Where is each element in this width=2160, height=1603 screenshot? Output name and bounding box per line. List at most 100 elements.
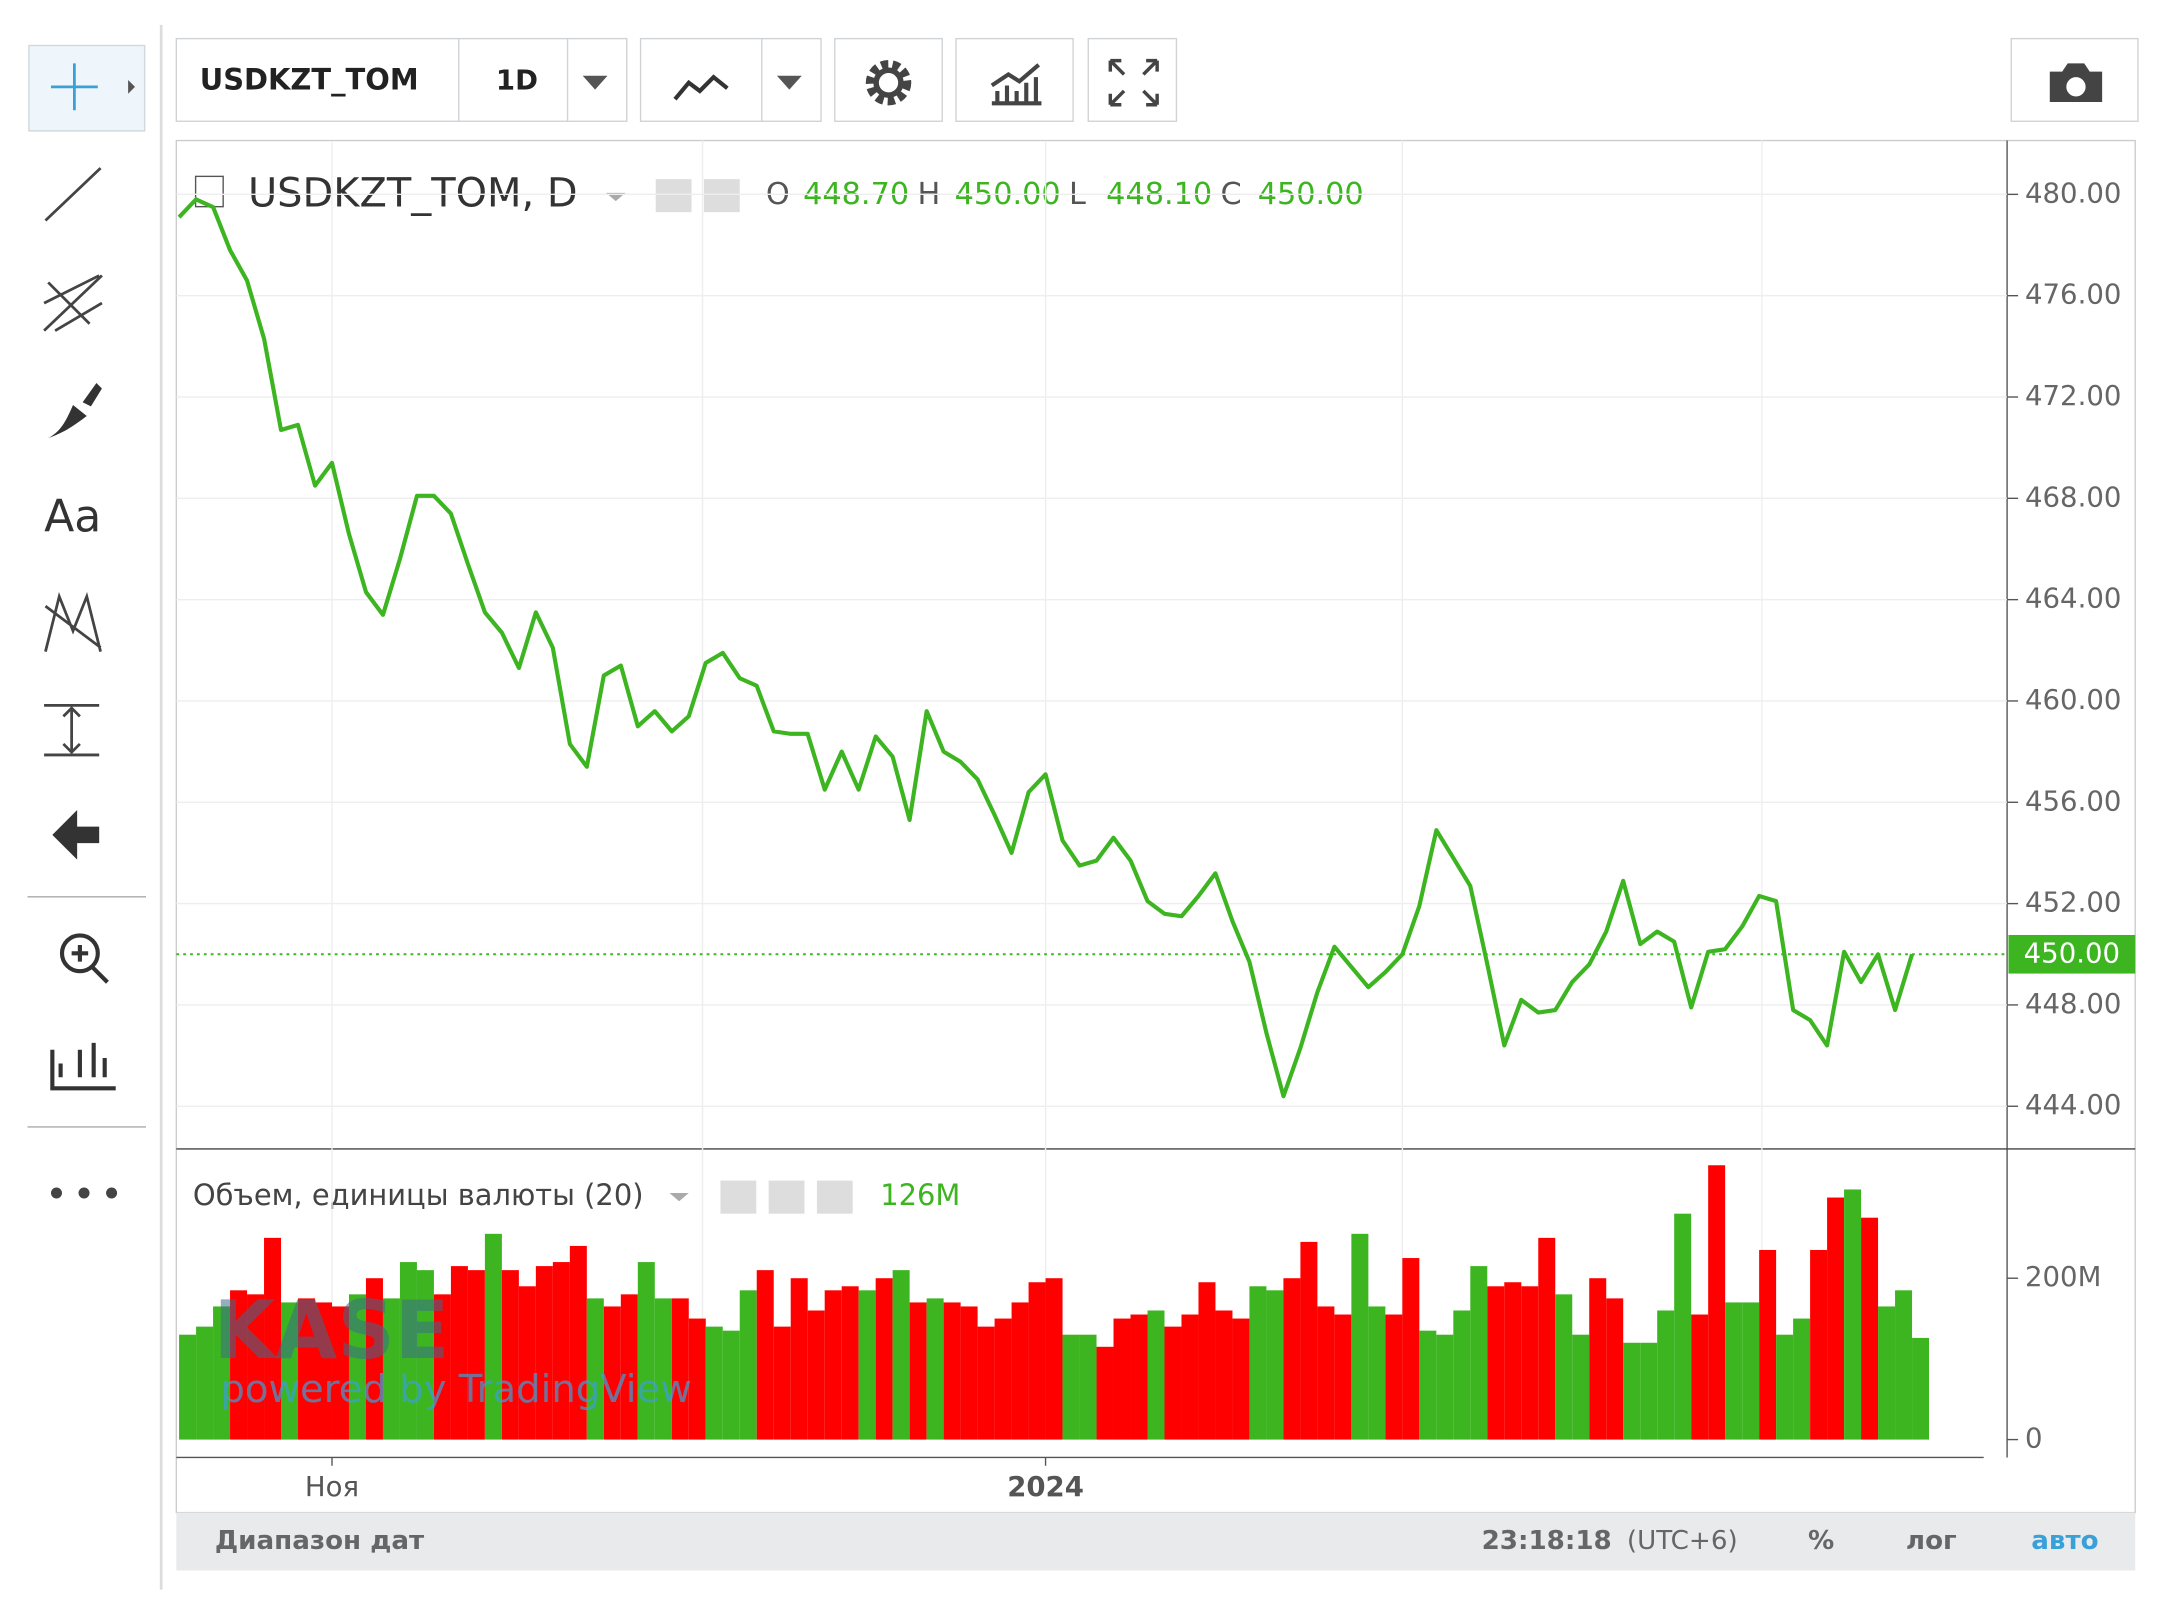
- text-tool[interactable]: Aa: [44, 491, 101, 542]
- settings-small-button[interactable]: [703, 179, 740, 213]
- volume-bar: [739, 1290, 757, 1440]
- volume-bar: [1538, 1237, 1556, 1440]
- volume-bar: [1385, 1314, 1403, 1440]
- settings-button[interactable]: [834, 37, 943, 122]
- volume-bar: [1164, 1326, 1182, 1440]
- volume-bar: [1232, 1318, 1250, 1440]
- volume-bar: [841, 1286, 859, 1440]
- volume-bar: [1521, 1286, 1539, 1440]
- fullscreen-button[interactable]: [1087, 37, 1178, 122]
- volume-bar: [230, 1290, 248, 1440]
- volume-bar: [1453, 1310, 1471, 1440]
- trendline-tool[interactable]: [44, 167, 102, 222]
- volume-bar: [1606, 1298, 1624, 1440]
- volume-bar: [807, 1310, 825, 1440]
- volume-bar: [705, 1326, 723, 1440]
- volume-bar: [1555, 1294, 1573, 1440]
- volume-bar: [620, 1294, 638, 1440]
- volume-bar: [315, 1302, 332, 1440]
- symbol-box[interactable]: [175, 37, 628, 122]
- volume-bar: [1691, 1314, 1709, 1440]
- crosshair-icon: [50, 63, 98, 111]
- volume-bar: [1011, 1302, 1029, 1440]
- volume-bar: [637, 1262, 655, 1440]
- timezone[interactable]: (UTC+6): [1627, 1526, 1738, 1556]
- log-toggle[interactable]: лог: [1906, 1526, 1957, 1556]
- volume-bar: [926, 1298, 944, 1440]
- volume-bar: [1028, 1282, 1046, 1440]
- volume-bar: [1045, 1278, 1063, 1440]
- volume-bar: [264, 1237, 282, 1440]
- volume-bar: [1844, 1189, 1862, 1440]
- y-tick-label: 464.00: [2025, 583, 2121, 615]
- volume-bar: [909, 1302, 927, 1440]
- volume-bar: [416, 1270, 434, 1440]
- percent-toggle[interactable]: %: [1808, 1526, 1834, 1556]
- y-tick-label: 472.00: [2025, 380, 2121, 412]
- volume-bar: [1215, 1310, 1233, 1440]
- settings-small-button[interactable]: [768, 1180, 805, 1214]
- volume-bar: [1181, 1314, 1199, 1440]
- volume-bar: [348, 1294, 366, 1440]
- volume-bar: [281, 1302, 299, 1440]
- y-tick-label: 476.00: [2025, 279, 2121, 311]
- volume-bar: [247, 1294, 265, 1440]
- interval[interactable]: 1D: [496, 64, 538, 96]
- y-tick-label: 444.00: [2025, 1089, 2121, 1121]
- legend-title: USDKZT_TOM, D: [248, 171, 578, 217]
- volume-bar: [943, 1302, 961, 1440]
- volume-bar: [1147, 1310, 1165, 1440]
- toolbar-border: [159, 24, 163, 1590]
- symbol[interactable]: USDKZT_TOM: [200, 62, 419, 96]
- y-tick-label: 460.00: [2025, 684, 2121, 716]
- date-range-button[interactable]: Диапазон дат: [215, 1526, 425, 1556]
- volume-bar: [1640, 1342, 1658, 1440]
- volume-bar: [196, 1326, 214, 1440]
- volume-bar: [213, 1306, 231, 1440]
- volume-bar: [1198, 1282, 1216, 1440]
- close-button[interactable]: [816, 1180, 853, 1214]
- auto-toggle[interactable]: авто: [2031, 1526, 2098, 1556]
- interval-dropdown[interactable]: [582, 75, 608, 90]
- zoom-tool[interactable]: [59, 933, 100, 974]
- brush-tool[interactable]: [48, 383, 102, 439]
- volume-bar: [569, 1245, 587, 1440]
- volume-bar: [1827, 1197, 1845, 1440]
- volume-legend: Объем, единицы валюты (20): [193, 1178, 644, 1212]
- volume-bar: [603, 1306, 621, 1440]
- volume-bar: [1351, 1233, 1369, 1440]
- volume-bar: [433, 1294, 451, 1440]
- plot: 444.00 448.00 452.00 456.00 460.00 464.00 468.…: [176, 141, 2136, 1503]
- powered-by[interactable]: powered by TradingView: [220, 1367, 691, 1412]
- volume-bar: [1742, 1302, 1760, 1440]
- volume-dropdown[interactable]: [669, 1193, 689, 1202]
- eye-button[interactable]: [720, 1180, 757, 1214]
- volume-bar: [1861, 1217, 1879, 1440]
- volume-bar: [467, 1270, 485, 1440]
- volume-bar: [1504, 1282, 1522, 1440]
- volume-bar: [179, 1334, 197, 1440]
- volume-bar: [1589, 1278, 1607, 1440]
- chart-type-dropdown[interactable]: [776, 75, 802, 90]
- volume-bar: [1793, 1318, 1811, 1440]
- back-tool[interactable]: [52, 810, 100, 860]
- ruler-tool[interactable]: [50, 1042, 116, 1091]
- measure-tool[interactable]: [44, 703, 100, 757]
- volume-bar: [1334, 1314, 1352, 1440]
- x-tick-label: Ноя: [305, 1471, 359, 1503]
- volume-bar: [1572, 1334, 1590, 1440]
- more-tools[interactable]: [50, 1187, 118, 1199]
- volume-bar: [688, 1318, 706, 1440]
- pitchfork-tool[interactable]: [43, 274, 103, 332]
- volume-bar: [654, 1298, 672, 1440]
- volume-bar: [1657, 1310, 1675, 1440]
- volume-bar: [722, 1330, 740, 1440]
- eye-button[interactable]: [655, 179, 692, 213]
- y-tick-label: 468.00: [2025, 481, 2121, 513]
- volume-bar: [501, 1270, 519, 1440]
- indicators-icon: [990, 63, 1042, 106]
- volume-bar: [1317, 1306, 1335, 1440]
- volume-bar: [1283, 1278, 1301, 1440]
- pattern-tool[interactable]: [44, 592, 102, 652]
